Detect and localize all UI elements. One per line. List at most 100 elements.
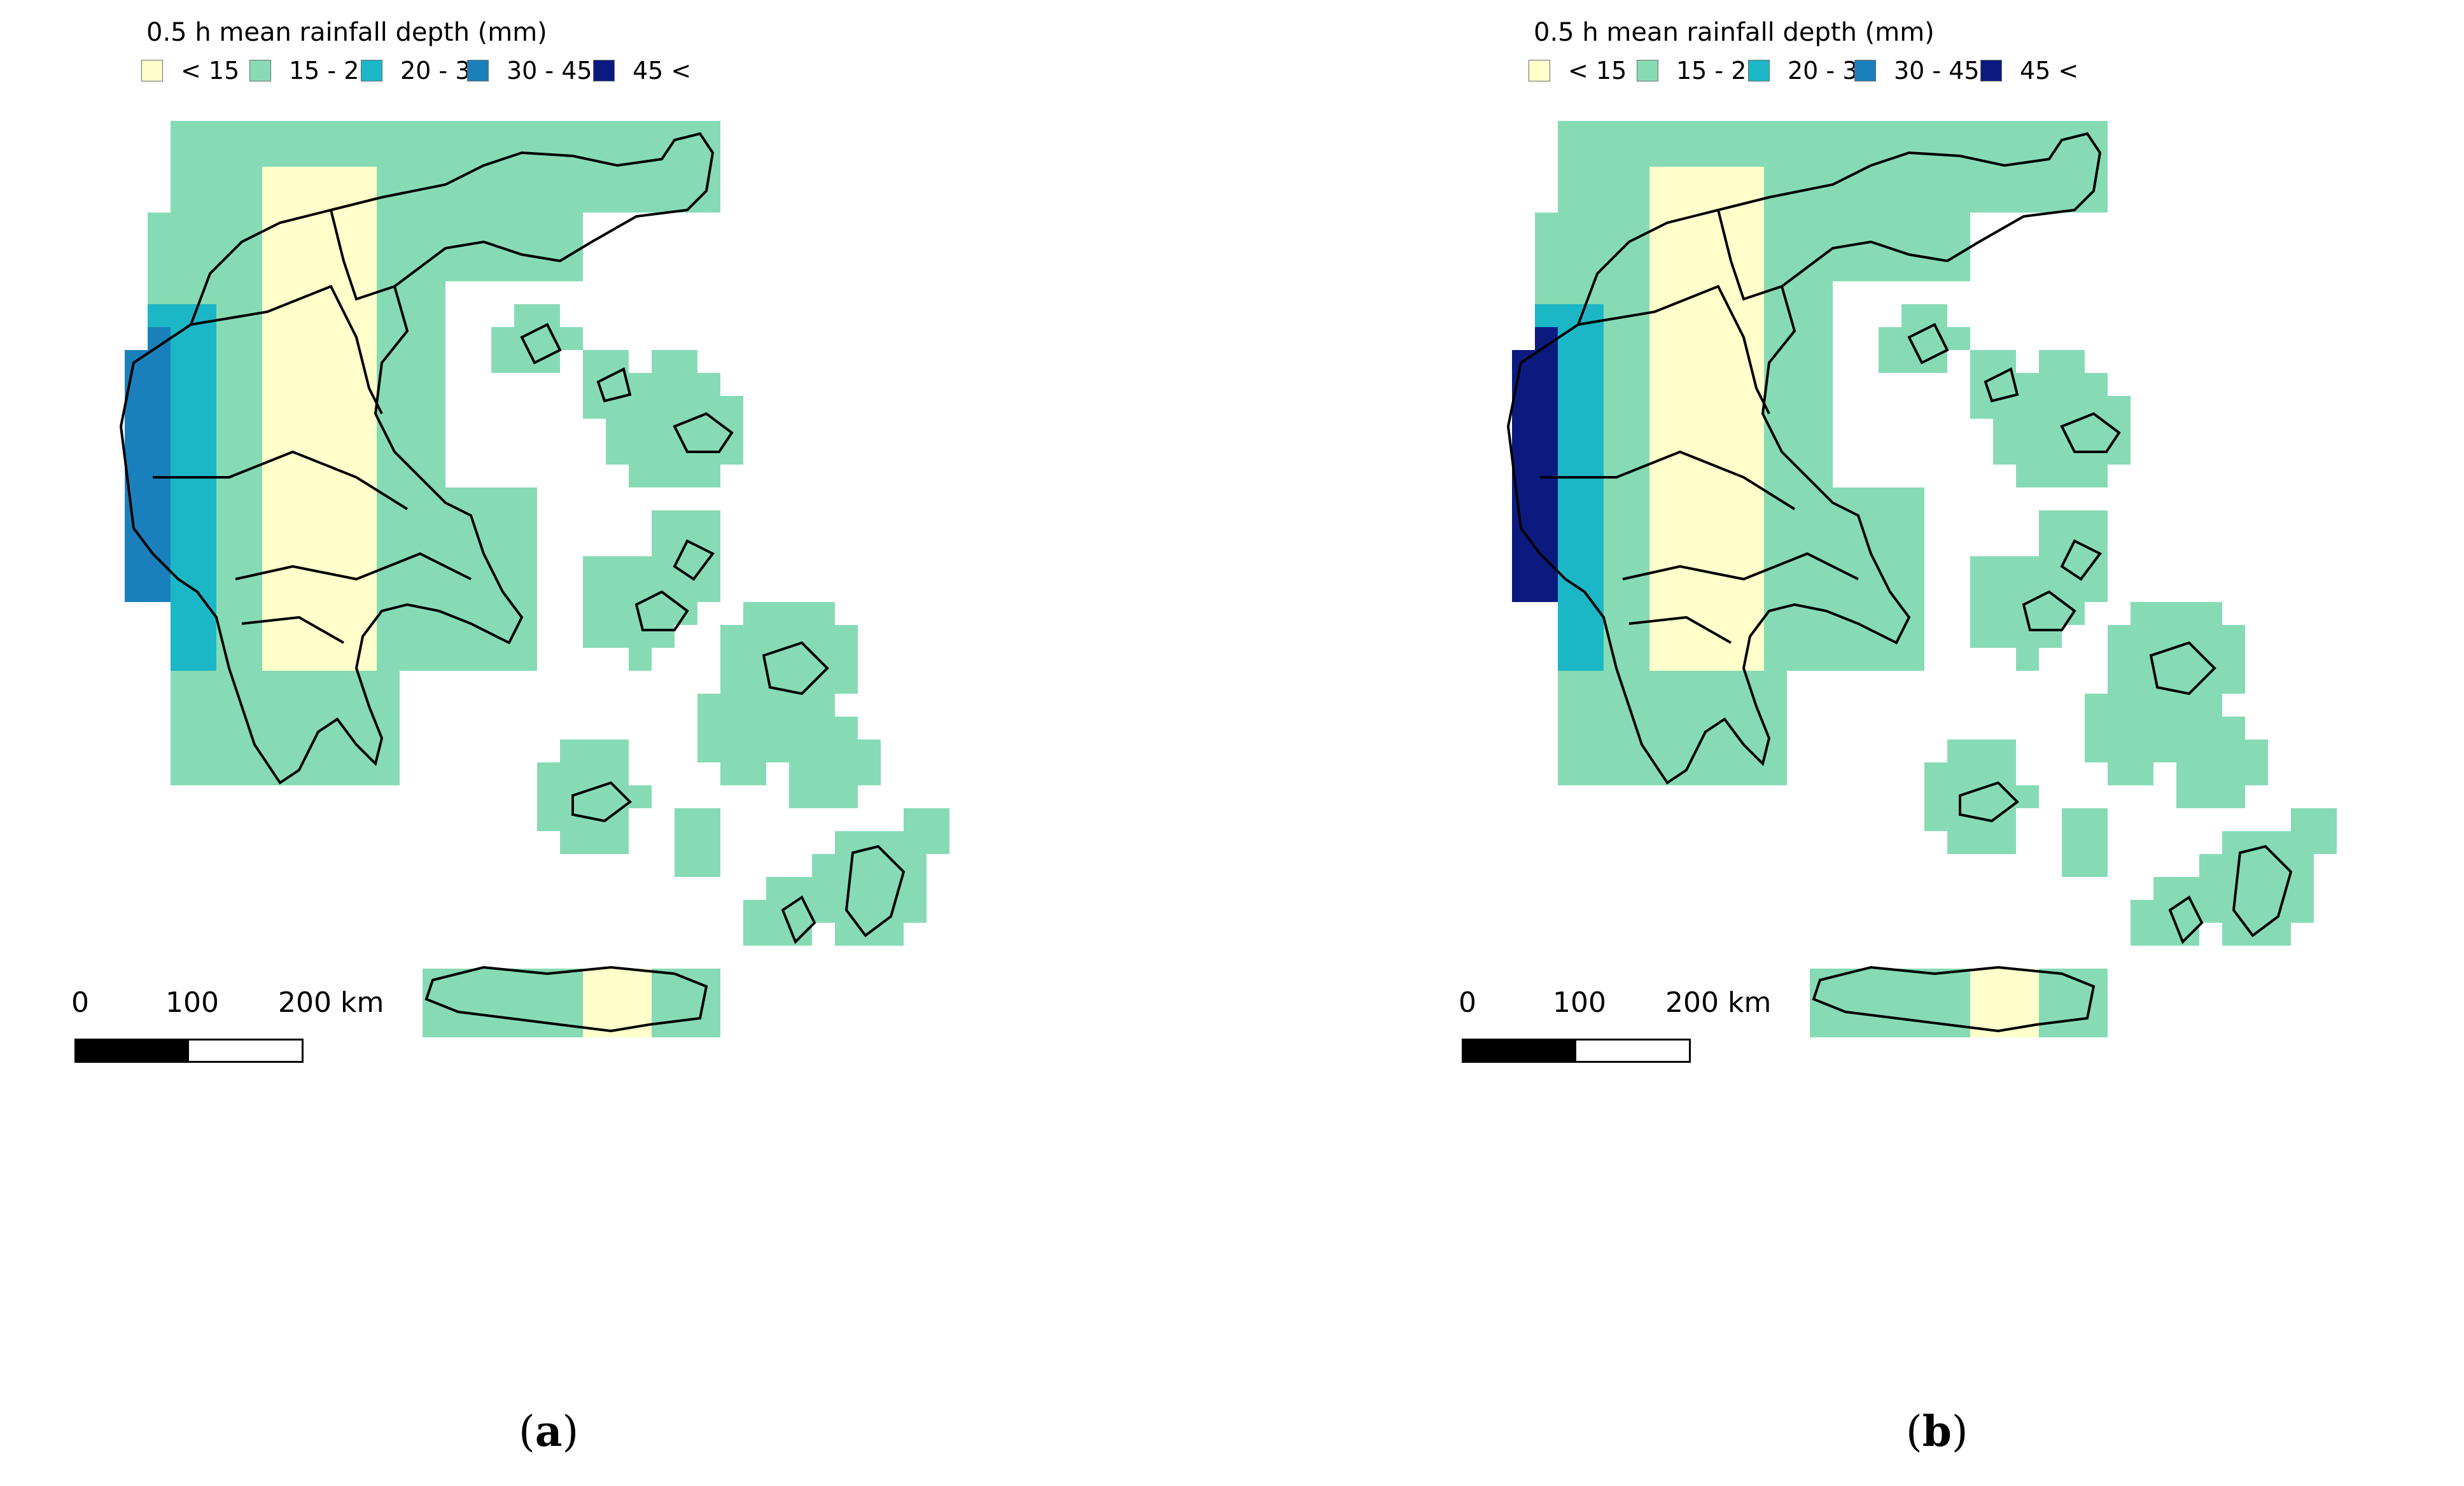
rainfall-cell (148, 213, 171, 235)
rainfall-cell (445, 144, 468, 167)
rainfall-cell (1558, 373, 1581, 396)
rainfall-cell (2222, 854, 2245, 877)
rainfall-cell (171, 671, 193, 694)
rainfall-cell (423, 281, 445, 304)
rainfall-cell (1604, 694, 1627, 717)
rainfall-cell (193, 648, 216, 671)
rainfall-cell (1512, 556, 1535, 579)
rainfall-cell (1833, 533, 1856, 556)
rainfall-cell (2268, 923, 2291, 946)
coastline-b (1506, 132, 2293, 1033)
rainfall-cell (1581, 419, 1604, 442)
rainfall-cell (2222, 762, 2245, 785)
rainfall-cell (1901, 121, 1924, 144)
rainfall-cell (1695, 144, 1718, 167)
rainfall-cell (697, 717, 720, 739)
rainfall-cell (354, 213, 377, 235)
rainfall-cell (697, 579, 720, 602)
rainfall-cell (468, 579, 491, 602)
rainfall-cell (1672, 304, 1695, 327)
rainfall-cell (400, 350, 423, 373)
rainfall-cell (1604, 167, 1627, 190)
rainfall-cell (858, 739, 881, 762)
rainfall-cell (514, 1014, 537, 1037)
rainfall-cell (262, 327, 285, 350)
rainfall-cell (400, 648, 423, 671)
rainfall-cell (1970, 992, 1993, 1014)
rainfall-cell (1581, 739, 1604, 762)
rainfall-cell (1535, 487, 1558, 510)
rainfall-cell (423, 579, 445, 602)
rainfall-cell (2199, 648, 2222, 671)
rainfall-cell (2039, 992, 2062, 1014)
rainfall-cell (491, 533, 514, 556)
rainfall-cell (2039, 121, 2062, 144)
rainfall-cell (606, 167, 629, 190)
rainfall-cell (262, 625, 285, 648)
rainfall-cell (2176, 648, 2199, 671)
rainfall-cell (1856, 648, 1879, 671)
rainfall-cell (766, 923, 789, 946)
rainfall-cell (1627, 442, 1649, 465)
rainfall-cell (629, 785, 652, 808)
rainfall-cell (2199, 694, 2222, 717)
rainfall-cell (193, 671, 216, 694)
rainfall-cell (2016, 785, 2039, 808)
rainfall-cell (377, 579, 400, 602)
rainfall-cell (308, 487, 331, 510)
rainfall-cell (400, 625, 423, 648)
rainfall-cell (697, 373, 720, 396)
rainfall-cell (2291, 808, 2314, 831)
rainfall-cell (1649, 717, 1672, 739)
rainfall-cell (720, 694, 743, 717)
rainfall-cell (2176, 739, 2199, 762)
rainfall-cell (2062, 992, 2085, 1014)
rainfall-cell (331, 121, 354, 144)
rainfall-cell (262, 442, 285, 465)
rainfall-cell (583, 579, 606, 602)
rainfall-cell (216, 350, 239, 373)
rainfall-cell (1649, 671, 1672, 694)
rainfall-cell (2199, 739, 2222, 762)
rainfall-cell (2016, 121, 2039, 144)
rainfall-cell (652, 510, 675, 533)
rainfall-cell (125, 396, 148, 419)
rainfall-cell (835, 762, 858, 785)
rainfall-cell (216, 144, 239, 167)
rainfall-cell (1924, 1014, 1947, 1037)
rainfall-cell (1604, 144, 1627, 167)
rainfall-cell (1558, 533, 1581, 556)
rainfall-cell (1604, 487, 1627, 510)
rainfall-cell (285, 579, 308, 602)
rainfall-cell (1764, 144, 1787, 167)
rainfall-cell (1604, 304, 1627, 327)
rainfall-cell (2199, 785, 2222, 808)
rainfall-cell (308, 579, 331, 602)
rainfall-cell (2062, 854, 2085, 877)
rainfall-cell (423, 625, 445, 648)
rainfall-cell (193, 350, 216, 373)
rainfall-cell (285, 648, 308, 671)
rainfall-cell (2062, 144, 2085, 167)
rainfall-cell (1856, 579, 1879, 602)
rainfall-cell (1970, 1014, 1993, 1037)
rainfall-cell (1672, 373, 1695, 396)
rainfall-cell (1901, 625, 1924, 648)
rainfall-cell (743, 694, 766, 717)
rainfall-cell (560, 213, 583, 235)
rainfall-cell (2176, 785, 2199, 808)
coastline-a (119, 132, 906, 1033)
legend: < 15 15 - 20 20 - 30 30 - 45 45 < (141, 56, 905, 85)
rainfall-cell (1764, 396, 1787, 419)
rainfall-cell (171, 717, 193, 739)
rainfall-cell (377, 121, 400, 144)
rainfall-cell (2039, 465, 2062, 487)
rainfall-cell (2199, 877, 2222, 900)
rainfall-cell (2039, 419, 2062, 442)
rainfall-cell (239, 213, 262, 235)
rainfall-cell (514, 533, 537, 556)
rainfall-cell (239, 671, 262, 694)
rainfall-cell (1764, 648, 1787, 671)
rainfall-cell (1558, 304, 1581, 327)
rainfall-cell (2222, 877, 2245, 900)
